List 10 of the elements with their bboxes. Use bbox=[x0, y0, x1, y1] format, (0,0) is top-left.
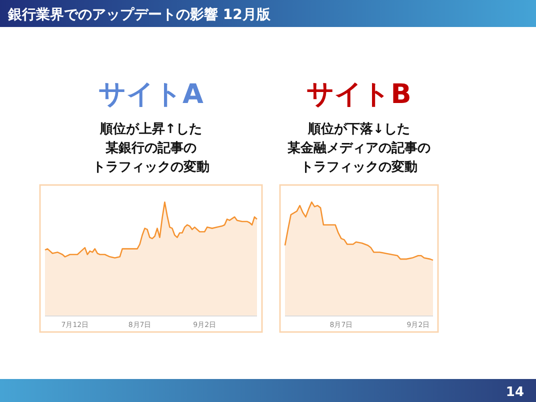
text: 14 bbox=[506, 385, 524, 400]
text: 某銀行の記事の bbox=[104, 140, 196, 156]
text: 某金融メディアの記事の bbox=[286, 140, 430, 156]
text: トラフィックの変動 bbox=[92, 159, 210, 175]
chart-title: サイトB bbox=[306, 79, 412, 110]
chart-subtitle: 順位が下落↓した bbox=[307, 122, 410, 137]
chart-title: サイトA bbox=[98, 79, 204, 110]
chart-subtitle: 順位が上昇↑した bbox=[99, 122, 202, 137]
text: 銀行業界でのアップデートの影響 12月版 bbox=[7, 6, 272, 23]
text: トラフィックの変動 bbox=[300, 159, 418, 175]
